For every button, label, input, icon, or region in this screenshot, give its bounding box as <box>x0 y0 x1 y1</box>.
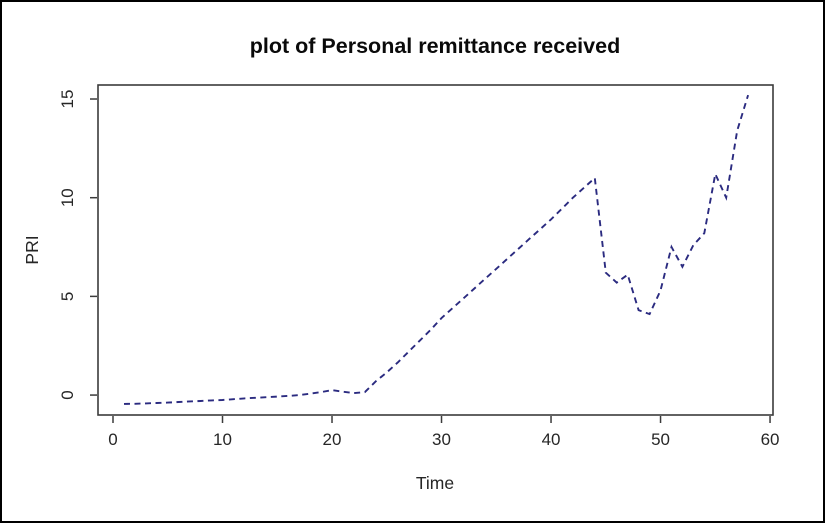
pri-series-line <box>123 94 750 405</box>
y-tick-label: 15 <box>58 90 77 109</box>
x-tick-label: 60 <box>761 430 780 449</box>
y-axis-ticks: 0 5 10 15 <box>58 90 97 400</box>
x-tick-label: 20 <box>323 430 342 449</box>
plot-box <box>97 84 774 416</box>
y-tick-label: 10 <box>58 188 77 207</box>
x-axis-label: Time <box>416 473 454 493</box>
y-tick-label: 5 <box>58 292 77 301</box>
x-tick-label: 50 <box>651 430 670 449</box>
x-axis-ticks: 0 10 20 30 40 50 60 <box>108 416 780 449</box>
chart-title: plot of Personal remittance received <box>250 34 620 58</box>
x-tick-label: 0 <box>108 430 117 449</box>
x-tick-label: 30 <box>432 430 451 449</box>
y-axis-label: PRI <box>22 235 42 264</box>
x-tick-label: 40 <box>542 430 561 449</box>
x-tick-label: 10 <box>213 430 232 449</box>
y-tick-label: 0 <box>58 390 77 399</box>
